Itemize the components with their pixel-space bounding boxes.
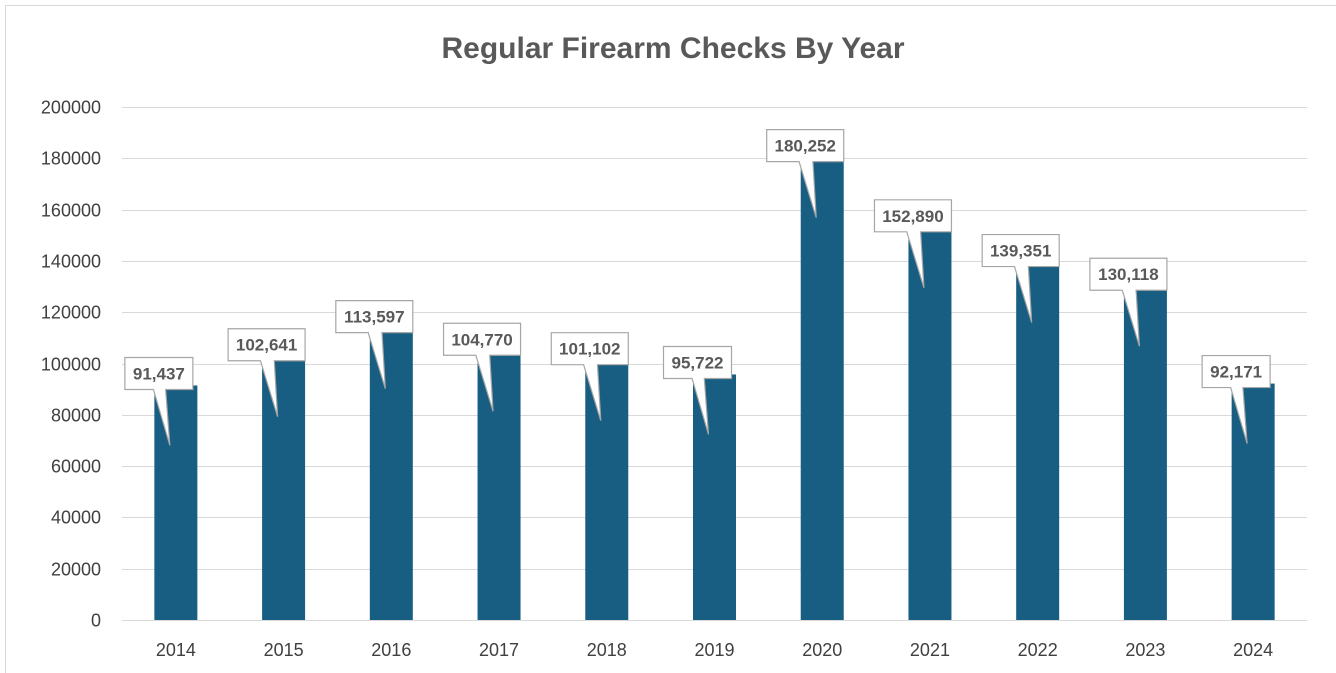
data-label-callout: 92,171 [1201, 354, 1271, 444]
y-tick-label: 60000 [51, 457, 101, 477]
data-label-callout: 113,597 [335, 300, 414, 389]
callout-box [1089, 257, 1168, 347]
x-tick-label: 2017 [479, 640, 519, 660]
callout-box [662, 345, 733, 435]
x-tick-label: 2020 [802, 640, 842, 660]
x-tick-label: 2022 [1018, 640, 1058, 660]
y-tick-label: 40000 [51, 508, 101, 528]
bar-2019 [693, 374, 736, 620]
data-label-callout: 152,890 [873, 199, 953, 289]
data-label: 95,722 [672, 353, 724, 372]
data-label: 180,252 [775, 137, 836, 156]
x-tick-label: 2015 [264, 640, 304, 660]
bar-2014 [154, 385, 198, 620]
bar-2020 [800, 157, 844, 620]
data-label: 113,597 [344, 308, 405, 327]
y-tick-label: 100000 [41, 355, 101, 375]
y-tick-label: 80000 [51, 406, 101, 426]
x-tick-label: 2019 [694, 640, 734, 660]
y-tick-label: 20000 [51, 560, 101, 580]
data-label-callout: 180,252 [766, 129, 845, 218]
callout-box [873, 199, 953, 289]
data-label: 152,890 [882, 207, 943, 226]
callout-box [766, 129, 845, 218]
callout-box [124, 356, 194, 446]
y-tick-label: 0 [91, 611, 101, 631]
data-label-callout: 101,102 [550, 332, 629, 421]
data-label: 139,351 [990, 242, 1051, 261]
x-tick-label: 2021 [910, 640, 950, 660]
data-label: 130,118 [1098, 265, 1159, 284]
data-label: 102,641 [236, 336, 297, 355]
data-label: 92,171 [1210, 363, 1262, 382]
chart-border [5, 5, 1336, 673]
data-label: 104,770 [451, 330, 512, 349]
x-tick-label: 2014 [156, 640, 196, 660]
chart-title: Regular Firearm Checks By Year [441, 32, 905, 65]
data-label-callout: 102,641 [227, 328, 306, 417]
data-label-callout: 130,118 [1089, 257, 1168, 347]
bar-2021 [908, 227, 952, 620]
y-tick-label: 140000 [41, 252, 101, 272]
bar-2017 [477, 351, 521, 620]
x-tick-label: 2016 [371, 640, 411, 660]
data-label-callout: 95,722 [662, 345, 733, 435]
x-tick-label: 2024 [1233, 640, 1273, 660]
data-label: 101,102 [559, 340, 620, 359]
data-label-callout: 139,351 [981, 233, 1060, 323]
y-tick-label: 120000 [41, 303, 101, 323]
x-tick-label: 2018 [587, 640, 627, 660]
data-label-callout: 104,770 [442, 322, 522, 412]
callout-box [335, 300, 414, 389]
bar-2015 [262, 356, 306, 620]
callout-box [1201, 354, 1271, 444]
bar-2023 [1123, 286, 1167, 620]
x-tick-label: 2023 [1125, 640, 1165, 660]
data-label: 91,437 [133, 364, 185, 383]
callout-box [981, 233, 1060, 323]
bar-2016 [369, 328, 413, 620]
y-tick-label: 200000 [41, 98, 101, 118]
data-label-callout: 91,437 [124, 356, 194, 446]
y-tick-label: 160000 [41, 201, 101, 221]
callout-box [550, 332, 629, 421]
bar-2022 [1016, 262, 1060, 620]
bar-2018 [585, 360, 629, 620]
callout-box [442, 322, 522, 412]
y-tick-label: 180000 [41, 149, 101, 169]
bar-2024 [1231, 383, 1275, 620]
callout-box [227, 328, 306, 417]
